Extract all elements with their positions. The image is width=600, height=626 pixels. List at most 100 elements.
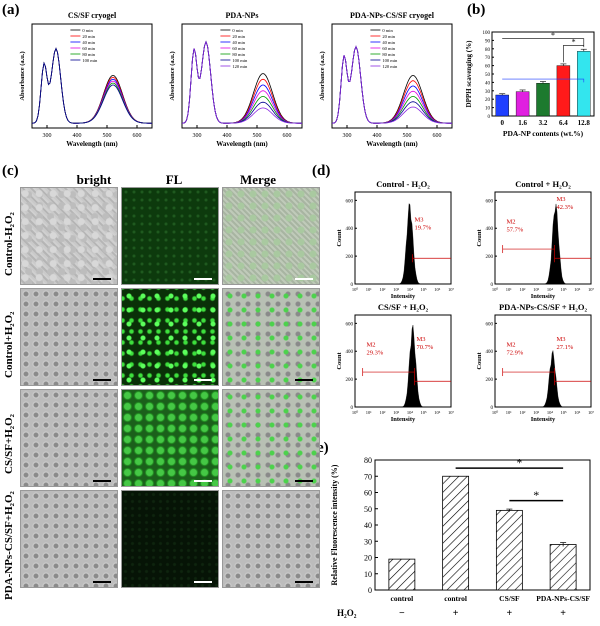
- legend-entry: 40 min: [82, 40, 95, 45]
- row-label-1: Control-H₂O₂: [3, 212, 15, 276]
- legend-entry: 60 min: [382, 46, 395, 51]
- x-tick-label: 10¹: [366, 410, 373, 415]
- gate-label: M2: [507, 341, 516, 348]
- y-tick-label: 100: [483, 31, 491, 36]
- x-tick-label: 10³: [393, 410, 400, 415]
- significance-star: *: [533, 488, 539, 502]
- y-tick-label: 20: [485, 98, 491, 103]
- x-tick-label: 10⁶: [434, 410, 441, 415]
- x-tick-label: 1.6: [518, 119, 527, 127]
- x-tick-label: 6.4: [559, 119, 568, 127]
- gate-percent: 70.7%: [416, 344, 433, 351]
- x-tick-label: 10²: [519, 410, 526, 415]
- x-tick-label: 600: [133, 133, 142, 139]
- spectrum-frame: [331, 23, 453, 129]
- x-tick-label: 10⁵: [421, 287, 428, 292]
- micrograph-bright-2: [20, 288, 118, 386]
- x-tick-label: 10⁰: [492, 287, 499, 292]
- x-tick-label: 500: [253, 133, 262, 139]
- gate-percent: 27.1%: [556, 344, 573, 351]
- gate-label: M3: [415, 216, 424, 223]
- x-axis-label: Intensity: [531, 416, 556, 423]
- row-label-3: CS/SF+H₂O₂: [3, 414, 15, 474]
- significance-star: *: [516, 456, 522, 470]
- x-tick-label: 10⁰: [352, 287, 359, 292]
- x-tick-label: 400: [223, 133, 232, 139]
- y-tick-label: 0: [351, 406, 354, 411]
- significance-line: [502, 78, 585, 83]
- panel-label-b: (b): [467, 2, 486, 18]
- column-head-bright: bright: [76, 172, 112, 187]
- legend-entry: 120 min: [232, 64, 248, 69]
- y-tick-label: 600: [486, 322, 494, 327]
- panel-label-a: (a): [2, 2, 20, 18]
- x-axis-label: Intensity: [391, 293, 416, 300]
- significance-line: [563, 45, 584, 63]
- y-tick-label: 400: [486, 227, 494, 232]
- legend-entry: 20 min: [232, 34, 245, 39]
- micrograph-merge-3: [222, 389, 320, 487]
- spectrum-title: PDA-NPs: [226, 11, 259, 20]
- row-label-2: Control+H₂O₂: [3, 311, 15, 378]
- bar: [388, 558, 416, 591]
- micrograph-merge-2: [222, 288, 320, 386]
- x-tick-label: 500: [403, 133, 412, 139]
- histogram-title: Control + H₂O₂: [515, 179, 571, 189]
- legend-entry: 60 min: [82, 46, 95, 51]
- y-tick-label: 10: [485, 107, 491, 112]
- bar: [536, 83, 550, 117]
- spectrum-curve: [31, 47, 152, 124]
- x-tick-label: CS/SF: [499, 594, 520, 603]
- x-tick-label: control: [390, 594, 413, 603]
- y-tick-label: 200: [346, 255, 354, 260]
- x-tick-label: 10⁶: [434, 287, 441, 292]
- y-tick-label: 200: [486, 255, 494, 260]
- micrograph-fl-1: [121, 187, 219, 285]
- micrograph-bright-3: [20, 389, 118, 487]
- x-tick-label: 10³: [393, 287, 400, 292]
- legend-entry: 0 min: [82, 28, 93, 33]
- y-tick-label: 30: [485, 90, 491, 95]
- x-tick-label: 10¹: [506, 287, 513, 292]
- x-tick-label: 10⁷: [588, 287, 595, 292]
- gate-label: M3: [556, 336, 565, 343]
- y-tick-label: 10: [364, 570, 372, 579]
- micrograph-merge-4: [222, 490, 320, 588]
- spectrum-frame: [181, 23, 303, 129]
- y-tick-label: 20: [364, 554, 372, 563]
- x-tick-label: 300: [43, 133, 52, 139]
- panel-label-d: (d): [312, 163, 331, 179]
- y-tick-label: 70: [364, 472, 372, 481]
- x-axis-label: Wavelength (nm): [366, 140, 418, 148]
- x-tick-label: 10²: [519, 287, 526, 292]
- legend-entry: 60 min: [232, 46, 245, 51]
- x-tick-label: 10³: [533, 287, 540, 292]
- gate-percent: 72.9%: [507, 349, 524, 356]
- x-tick-label: 10⁰: [352, 410, 359, 415]
- histogram-title: CS/SF + H₂O₂: [378, 302, 429, 312]
- h2o2-sign: +: [453, 608, 459, 619]
- y-tick-label: 80: [364, 456, 372, 465]
- x-axis-label: PDA-NP contents (wt.%): [503, 129, 584, 138]
- y-axis-label: Absorbance (a.u.): [19, 51, 26, 100]
- x-tick-label: 10⁵: [561, 287, 568, 292]
- x-tick-label: 10²: [379, 287, 386, 292]
- column-head-merge: Merge: [239, 172, 277, 187]
- x-tick-label: 10²: [379, 410, 386, 415]
- x-tick-label: 10⁴: [547, 410, 554, 415]
- legend-entry: 20 min: [382, 34, 395, 39]
- histogram-peak: [495, 350, 591, 408]
- legend-entry: 120 min: [382, 64, 398, 69]
- x-tick-label: 600: [283, 133, 292, 139]
- x-tick-label: 400: [73, 133, 82, 139]
- x-tick-label: 10⁵: [421, 410, 428, 415]
- x-tick-label: 10⁰: [492, 410, 499, 415]
- x-tick-label: 10⁴: [547, 287, 554, 292]
- bar: [515, 91, 530, 117]
- x-tick-label: PDA-NPs-CS/SF: [536, 594, 590, 603]
- x-tick-label: 10⁷: [448, 410, 455, 415]
- legend-entry: 0 min: [382, 28, 393, 33]
- row-label-4: PDA-NPs-CS/SF+H₂O₂: [3, 491, 15, 600]
- micrograph-fl-2: [121, 288, 219, 386]
- y-tick-label: 40: [364, 521, 372, 530]
